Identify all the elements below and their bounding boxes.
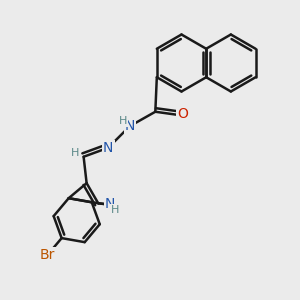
Text: H: H (111, 205, 120, 215)
Text: H: H (119, 116, 128, 126)
Text: N: N (103, 141, 113, 155)
Text: N: N (124, 119, 135, 133)
Text: O: O (178, 107, 188, 121)
Text: H: H (70, 148, 79, 158)
Text: Br: Br (40, 248, 55, 262)
Text: N: N (105, 197, 115, 211)
